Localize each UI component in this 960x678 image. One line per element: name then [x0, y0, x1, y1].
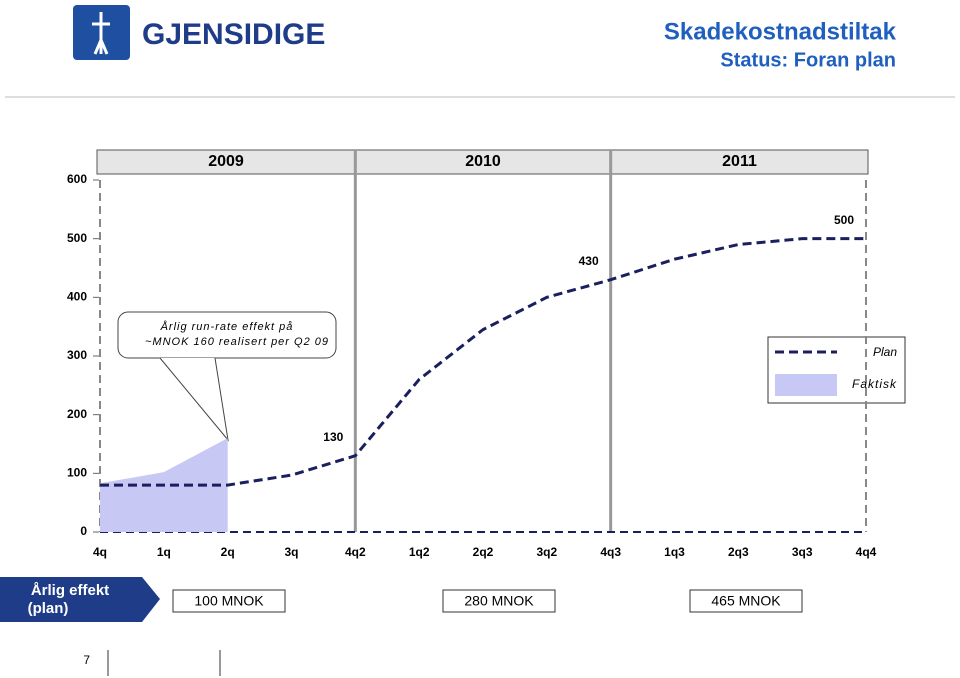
effect-box — [442, 589, 556, 613]
effect-value: 100 MNOK — [194, 593, 264, 609]
x-tick-label: 4q3 — [600, 545, 621, 559]
subtitle: Status: Foran plan — [720, 49, 896, 71]
y-tick-label: 200 — [67, 407, 87, 421]
x-tick-label: 4q4 — [856, 545, 877, 559]
brand: GJENSIDIGE — [142, 18, 325, 51]
page-number: 7 — [83, 653, 90, 667]
data-label: 430 — [579, 254, 599, 268]
effect-value: 280 MNOK — [464, 593, 534, 609]
legend-label: Plan — [873, 345, 897, 359]
x-tick-label: 3q — [284, 545, 298, 559]
x-tick-label: 4q — [93, 545, 107, 559]
effect-label: (plan) — [28, 600, 69, 617]
x-tick-label: 2q2 — [473, 545, 494, 559]
legend-swatch — [775, 374, 837, 396]
y-tick-label: 100 — [67, 466, 87, 480]
x-tick-label: 2q3 — [728, 545, 749, 559]
annotation: ~MNOK 160 realisert per Q2 09 — [145, 336, 329, 348]
data-label: 500 — [834, 213, 854, 227]
y-tick-label: 500 — [67, 231, 87, 245]
x-tick-label: 3q3 — [792, 545, 813, 559]
y-tick-label: 600 — [67, 172, 87, 186]
callout-pointer — [159, 357, 229, 442]
effect-value: 465 MNOK — [711, 593, 781, 609]
y-tick-label: 400 — [67, 290, 87, 304]
year-label: 2009 — [208, 153, 244, 170]
year-band — [96, 149, 869, 175]
logo-figure — [92, 12, 110, 55]
callout — [117, 311, 337, 359]
x-tick-label: 1q — [157, 545, 171, 559]
data-label: 130 — [323, 430, 343, 444]
annotation: Årlig run-rate effekt på — [160, 320, 294, 333]
x-tick-label: 3q2 — [536, 545, 557, 559]
x-tick-label: 2q — [221, 545, 235, 559]
effect-label: Årlig effekt — [31, 582, 109, 599]
title: Skadekostnadstiltak — [664, 18, 897, 45]
effect-box — [689, 589, 803, 613]
year-label: 2010 — [465, 153, 501, 170]
y-tick-label: 300 — [67, 348, 87, 362]
x-tick-label: 4q2 — [345, 545, 366, 559]
legend-label: Faktisk — [852, 377, 897, 391]
effect-arrow — [0, 577, 160, 622]
x-tick-label: 1q2 — [409, 545, 430, 559]
year-label: 2011 — [722, 153, 757, 170]
effect-box — [172, 589, 286, 613]
x-tick-label: 1q3 — [664, 545, 685, 559]
plan-line — [100, 237, 866, 487]
y-tick-label: 0 — [80, 524, 87, 538]
